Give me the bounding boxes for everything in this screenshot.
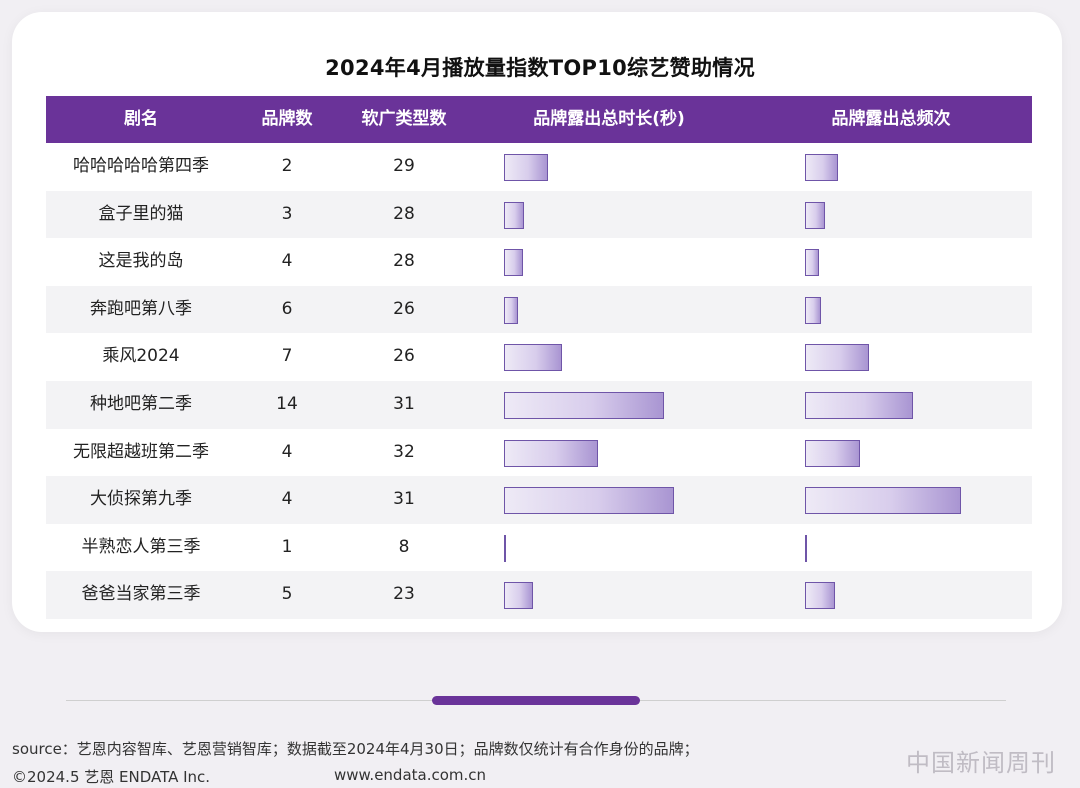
cell-ad-type-count: 23 <box>393 584 415 605</box>
source-note: source：艺恩内容智库、艺恩营销智库；数据截至2024年4月30日；品牌数仅… <box>12 740 699 758</box>
frequency-bar <box>805 582 835 610</box>
cell-brand-count: 1 <box>281 536 293 557</box>
table-row: 半熟恋人第三季 1 8 <box>46 524 1032 572</box>
cell-brand-count: 14 <box>276 393 298 414</box>
cell-ad-type-count: 8 <box>398 536 410 557</box>
cell-brand-count: 2 <box>281 156 293 176</box>
cell-show-name: 半熟恋人第三季 <box>81 536 201 557</box>
cell-show-name: 种地吧第二季 <box>90 393 192 414</box>
duration-bar <box>504 154 549 181</box>
website: www.endata.com.cn <box>334 766 487 784</box>
duration-bar <box>504 439 598 467</box>
cell-ad-type-count: 26 <box>393 346 415 367</box>
duration-bar <box>504 201 525 229</box>
frequency-bar <box>805 391 913 419</box>
frequency-bar <box>805 154 838 181</box>
cell-ad-type-count: 29 <box>393 156 415 176</box>
cell-show-name: 盒子里的猫 <box>98 203 184 224</box>
watermark: 中国新闻周刊 <box>906 749 1056 777</box>
duration-bar <box>504 487 674 515</box>
frequency-bar <box>805 296 821 324</box>
header-name: 剧名 <box>124 109 158 129</box>
header-brand-count: 品牌数 <box>261 109 313 129</box>
cell-ad-type-count: 31 <box>393 489 415 510</box>
cell-brand-count: 5 <box>281 584 293 605</box>
cell-ad-type-count: 32 <box>393 441 415 462</box>
cell-ad-type-count: 28 <box>393 203 415 224</box>
cell-ad-type-count: 26 <box>393 298 415 319</box>
cell-ad-type-count: 31 <box>393 393 415 414</box>
header-exposure-frequency: 品牌露出总频次 <box>831 109 951 129</box>
frequency-bar <box>805 201 826 229</box>
cell-ad-type-count: 28 <box>393 251 415 272</box>
table-row: 种地吧第二季 14 31 <box>46 380 1032 429</box>
chart-title: 2024年4月播放量指数TOP10综艺赞助情况 <box>325 56 755 80</box>
cell-show-name: 哈哈哈哈哈第四季 <box>73 156 209 176</box>
copyright: ©2024.5 艺恩 ENDATA Inc. <box>12 768 211 786</box>
table-row: 盒子里的猫 3 28 <box>46 190 1032 239</box>
table-row: 爸爸当家第三季 5 23 <box>46 571 1032 619</box>
table-row: 这是我的岛 4 28 <box>46 238 1032 286</box>
cell-brand-count: 4 <box>281 441 293 462</box>
cell-brand-count: 4 <box>281 251 293 272</box>
cell-show-name: 乘风2024 <box>102 346 180 367</box>
cell-show-name: 无限超越班第二季 <box>73 441 209 462</box>
duration-bar <box>504 296 518 324</box>
cell-brand-count: 6 <box>281 298 293 319</box>
duration-bar <box>504 534 506 562</box>
cell-brand-count: 4 <box>281 489 293 510</box>
table-row: 乘风2024 7 26 <box>46 333 1032 381</box>
header-ad-type-count: 软广类型数 <box>361 109 447 129</box>
frequency-bar <box>805 487 961 515</box>
table-body: 哈哈哈哈哈第四季 2 29 盒子里的猫 3 28 这是我的岛 4 28 奔跑吧第八季 6 26 乘风20… <box>46 143 1032 619</box>
cell-show-name: 爸爸当家第三季 <box>81 584 201 605</box>
table-row: 大侦探第九季 4 31 <box>46 476 1032 524</box>
duration-bar <box>504 249 523 277</box>
footer-page-indicator <box>432 696 640 705</box>
table-header: 剧名 品牌数 软广类型数 品牌露出总时长(秒) 品牌露出总频次 <box>46 96 1032 143</box>
cell-brand-count: 3 <box>281 203 293 224</box>
duration-bar <box>504 391 664 419</box>
frequency-bar <box>805 534 807 562</box>
duration-bar <box>504 344 562 372</box>
frequency-bar <box>805 344 869 372</box>
cell-brand-count: 7 <box>281 346 293 367</box>
cell-show-name: 这是我的岛 <box>98 251 184 272</box>
cell-show-name: 大侦探第九季 <box>90 489 192 510</box>
header-exposure-duration: 品牌露出总时长(秒) <box>533 109 685 129</box>
frequency-bar <box>805 439 860 467</box>
table-row: 哈哈哈哈哈第四季 2 29 <box>46 143 1032 191</box>
cell-show-name: 奔跑吧第八季 <box>90 298 192 319</box>
table-row: 无限超越班第二季 4 32 <box>46 429 1032 477</box>
duration-bar <box>504 582 533 610</box>
table-row: 奔跑吧第八季 6 26 <box>46 285 1032 334</box>
frequency-bar <box>805 249 820 277</box>
